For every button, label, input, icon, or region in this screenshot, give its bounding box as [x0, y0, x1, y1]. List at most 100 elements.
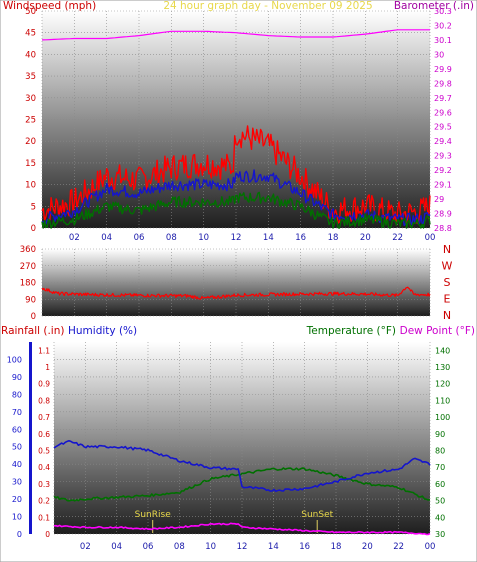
rain-y-tick-label: 0.9: [38, 380, 50, 389]
humidity-series: [53, 440, 431, 493]
rain-y-tick-label: 0: [45, 530, 50, 539]
wind-y-tick-label: 25: [25, 116, 36, 126]
humidity-x-tick-label: 00: [425, 542, 436, 552]
barometer-y-tick-label: 29.3: [434, 152, 452, 161]
dewpoint-series: [53, 522, 431, 536]
rain-axis-bar: [29, 342, 32, 534]
wind-grid: [41, 10, 431, 229]
direction-y-tick-label: 90: [25, 295, 36, 305]
temperature-y-tick-label: 110: [435, 396, 450, 405]
barometer-y-tick-label: 30.1: [434, 36, 452, 45]
direction-y-tick-label: 0: [31, 312, 36, 322]
temperature-axis-label: Temperature (°F): [306, 325, 396, 337]
wind-tick-labels: 0 5 10 15 20 25 30 35 40 45 50 28.8 28.9 29 29.1 29.2 29…: [25, 7, 452, 243]
barometer-y-tick-label: 29.9: [434, 65, 452, 74]
compass-label: N: [443, 309, 451, 322]
direction-y-tick-label: 180: [20, 279, 36, 289]
rain-y-tick-label: 0.8: [38, 396, 50, 405]
rain-y-tick-label: 0.4: [38, 463, 50, 472]
direction-grid: [41, 248, 431, 317]
barometer-series: [41, 29, 430, 41]
compass-label: E: [444, 293, 451, 306]
dewpoint-axis-label: Dew Point (°F): [400, 325, 475, 337]
direction-y-tick-label: 360: [20, 245, 36, 255]
humidity-x-tick-label: 20: [362, 542, 373, 552]
wind-x-tick-label: 14: [263, 233, 274, 243]
humidity-y-tick-label: 90: [12, 373, 22, 382]
humidity-y-tick-label: 30: [12, 478, 22, 487]
humidity-y-tick-label: 10: [12, 513, 22, 522]
wind-y-tick-label: 5: [31, 202, 36, 212]
rain-y-tick-label: 0.7: [38, 413, 50, 422]
temperature-y-tick-label: 140: [435, 346, 450, 355]
wind-y-tick-label: 0: [31, 224, 36, 234]
rain-y-tick-label: 0.3: [38, 480, 50, 489]
temperature-y-tick-label: 40: [435, 513, 445, 522]
barometer-y-tick-label: 29.4: [434, 137, 452, 146]
barometer-y-tick-label: 29.8: [434, 79, 452, 88]
humidity-grid: [53, 342, 431, 535]
wind-right-axis-label: Barometer (.in): [394, 0, 474, 12]
temperature-y-tick-label: 30: [435, 530, 445, 539]
barometer-y-tick-label: 30: [434, 50, 444, 59]
wind-y-tick-label: 40: [25, 50, 36, 60]
humidity-x-tick-label: 04: [111, 542, 122, 552]
direction-series: [41, 286, 431, 300]
wind-x-tick-label: 08: [166, 233, 177, 243]
barometer-y-tick-label: 29.5: [434, 123, 452, 132]
compass-label: N: [443, 243, 451, 256]
humidity-x-tick-label: 16: [299, 542, 310, 552]
compass-label: S: [444, 276, 451, 289]
wind-y-tick-label: 10: [25, 181, 36, 191]
wind-y-tick-label: 20: [25, 137, 36, 147]
wind-x-tick-label: 00: [425, 233, 436, 243]
direction-y-tick-label: 270: [20, 262, 36, 272]
humidity-y-tick-label: 60: [12, 425, 22, 434]
wind-chart-title: 24 hour graph day - November 09 2025: [163, 0, 372, 12]
wind-x-tick-label: 06: [134, 233, 145, 243]
temperature-y-tick-label: 60: [435, 480, 445, 489]
humidity-y-tick-label: 20: [12, 495, 22, 504]
wind-x-tick-label: 04: [101, 233, 112, 243]
barometer-y-tick-label: 28.9: [434, 210, 452, 219]
rain-y-tick-label: 0.2: [38, 497, 50, 506]
humidity-y-tick-label: 70: [12, 408, 22, 417]
humidity-x-tick-label: 18: [331, 542, 342, 552]
humidity-x-tick-label: 08: [174, 542, 185, 552]
wind-series: [41, 29, 431, 229]
humidity-x-tick-label: 10: [205, 542, 216, 552]
wind-left-axis-label: Windspeed (mph): [3, 0, 96, 12]
barometer-y-tick-label: 30.2: [434, 21, 452, 30]
wind-y-tick-label: 50: [25, 7, 36, 17]
rain-y-tick-label: 0.6: [38, 430, 50, 439]
wind-y-tick-label: 15: [25, 159, 36, 169]
temperature-series: [53, 467, 431, 502]
temperature-y-tick-label: 130: [435, 363, 450, 372]
barometer-y-tick-label: 29: [434, 195, 444, 204]
wind-x-tick-label: 20: [360, 233, 371, 243]
temperature-y-tick-label: 120: [435, 380, 450, 389]
temperature-y-tick-label: 50: [435, 497, 445, 506]
barometer-y-tick-label: 29.7: [434, 94, 452, 103]
humidity-x-tick-label: 02: [80, 542, 91, 552]
humidity-x-tick-label: 22: [393, 542, 404, 552]
barometer-y-tick-label: 29.1: [434, 181, 452, 190]
temperature-y-tick-label: 100: [435, 413, 450, 422]
humidity-y-tick-label: 0: [17, 530, 22, 539]
barometer-y-tick-label: 29.2: [434, 166, 452, 175]
wind-barometer-panel: 0 5 10 15 20 25 30 35 40 45 50 28.8 28.9 29 29.1 29.2 29…: [3, 0, 474, 243]
rainfall-axis-label: Rainfall (.in): [1, 325, 64, 337]
wind-y-tick-label: 35: [25, 72, 36, 82]
humidity-temperature-panel: SunRise SunSet 010203040506070809010000.1…: [1, 325, 475, 552]
wind-x-tick-label: 02: [69, 233, 80, 243]
barometer-y-tick-label: 30.3: [434, 7, 452, 16]
wind-x-tick-label: 10: [198, 233, 209, 243]
humidity-x-tick-label: 06: [143, 542, 154, 552]
humidity-y-tick-label: 40: [12, 460, 22, 469]
humidity-tick-labels: 010203040506070809010000.10.20.30.40.50.…: [7, 346, 451, 552]
wind-y-tick-label: 45: [25, 29, 36, 39]
direction-tick-labels: 0 90 180 270 360: [20, 245, 36, 322]
wind-x-tick-label: 18: [328, 233, 339, 243]
